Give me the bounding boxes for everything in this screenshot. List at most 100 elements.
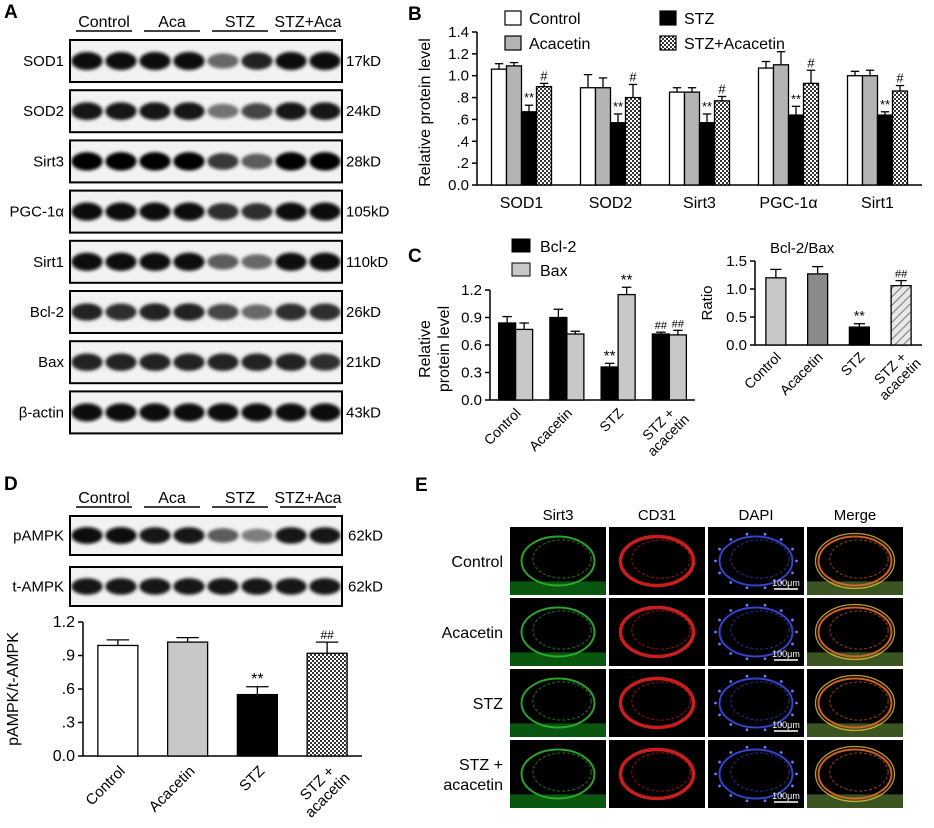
y-tick-label: 0.6 <box>461 337 482 354</box>
blot-band <box>173 51 205 71</box>
blot-size-pgc-1: 105kD <box>346 204 390 221</box>
blot-band <box>71 152 103 171</box>
bar <box>806 273 829 346</box>
vessel-merge-ring <box>814 745 896 803</box>
nucleus-dot <box>795 559 798 563</box>
nucleus-dot <box>763 799 767 803</box>
vessel-wall <box>718 535 794 587</box>
panel-b-chart: 0.0 .2 .4 .6 .8 1.0 1.2 1.4 Relative protein lev… <box>417 10 922 212</box>
group-label-control: Control <box>78 490 130 507</box>
blot-band <box>105 527 137 544</box>
significance-mark: ## <box>895 269 908 281</box>
vessel-inner <box>631 752 691 792</box>
vessel-inner <box>631 681 691 721</box>
bar <box>876 114 894 186</box>
significance-mark: # <box>540 68 548 83</box>
blot-band <box>241 103 273 120</box>
blot-size-sirt1: 110kD <box>346 254 388 271</box>
nucleus-dot <box>763 586 767 590</box>
vessel-inner <box>631 539 691 579</box>
x-tick-label-sirt1: Sirt1 <box>861 195 894 212</box>
blot-band <box>207 353 239 371</box>
vessel-inner <box>829 539 889 579</box>
significance-mark: ** <box>613 99 623 114</box>
blot-name-pampk: pAMPK <box>13 528 64 545</box>
y-tick-label: 1.0 <box>726 281 747 298</box>
vessel-wall <box>817 677 893 729</box>
blot-size-t-ampk: 62kD <box>348 579 383 596</box>
x-tick-label: Acacetin <box>776 349 825 398</box>
x-tick-label-line: Acacetin <box>526 405 575 454</box>
nucleus-dot <box>779 723 783 726</box>
bar <box>594 87 612 186</box>
x-tick-label-sirt3: Sirt3 <box>683 195 716 212</box>
nucleus-dot <box>779 680 783 683</box>
nucleus-dot <box>795 772 798 776</box>
blot-band <box>207 53 239 69</box>
bar <box>848 326 871 346</box>
bar <box>609 122 627 186</box>
bar <box>668 334 688 401</box>
blot-band <box>207 578 239 595</box>
blot-band <box>309 102 341 121</box>
group-label-stz-aca: STZ+Aca <box>274 490 341 507</box>
bar <box>306 652 348 757</box>
blot-band <box>241 254 273 270</box>
legend-label-control: Control <box>529 11 581 28</box>
blot-band <box>241 353 273 371</box>
nucleus-dot <box>745 674 749 678</box>
nucleus-dot <box>795 630 798 634</box>
y-axis-label: Relative <box>417 320 434 378</box>
vessel-wall <box>718 748 794 800</box>
y-tick-label: 0.9 <box>461 310 482 327</box>
nucleus-dot <box>745 532 749 536</box>
blot-band <box>71 252 103 271</box>
significance-mark: # <box>629 69 637 84</box>
blot-band <box>139 102 171 121</box>
nucleus-dot <box>791 689 794 693</box>
nucleus-dot <box>791 713 794 717</box>
y-tick-label: 1.2 <box>448 46 469 63</box>
y-tick-label: .8 <box>456 90 469 107</box>
blot-band <box>207 303 239 321</box>
nucleus-dot <box>718 713 721 717</box>
y-tick-label: 1.5 <box>726 253 747 270</box>
legend-swatch-stz-acacetin <box>659 35 677 51</box>
blot-band <box>105 353 137 371</box>
blot-name-bax: Bax <box>38 354 64 371</box>
blot-band <box>139 403 171 422</box>
scale-bar-label: 100μm <box>772 649 800 659</box>
y-tick-label: .6 <box>456 111 469 128</box>
micrograph-stz-cd31 <box>609 669 705 737</box>
blot-name-sod2: SOD2 <box>23 103 64 120</box>
y-tick-label: .6 <box>62 681 75 698</box>
y-tick-label: 0.3 <box>461 365 482 382</box>
bar <box>520 111 538 186</box>
blot-band <box>309 578 341 595</box>
y-axis-label: Ratio <box>699 285 716 320</box>
bar <box>683 91 701 186</box>
y-tick-label: 0.0 <box>53 748 75 765</box>
blot-band <box>71 403 103 422</box>
blot-band <box>309 202 341 221</box>
significance-mark: # <box>896 71 904 86</box>
bar <box>600 366 619 401</box>
bar <box>698 122 716 186</box>
nucleus-dot <box>745 745 749 749</box>
bar <box>802 82 820 186</box>
nucleus-dot <box>763 603 767 607</box>
blot-band <box>139 578 171 595</box>
blot-size-sirt3: 28kD <box>346 153 381 170</box>
blot-band <box>207 203 239 221</box>
scale-bar-label: 100μm <box>772 791 800 801</box>
blot-name-sirt3: Sirt3 <box>33 153 64 170</box>
blot-band <box>173 527 205 544</box>
blot-band <box>275 403 307 422</box>
blot-band <box>207 153 239 170</box>
y-axis-label: protein level <box>436 306 453 392</box>
vessel-merge-ring <box>814 603 896 661</box>
vessel-wall <box>618 605 696 659</box>
column-label-dapi: DAPI <box>738 507 773 524</box>
column-label-merge: Merge <box>834 507 877 524</box>
vessel-inner <box>730 681 790 721</box>
